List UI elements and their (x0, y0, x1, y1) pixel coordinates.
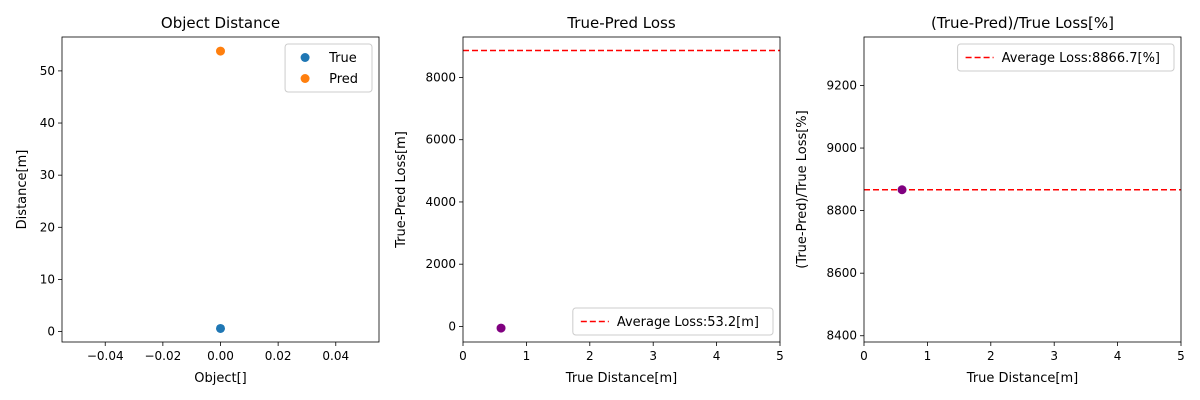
data-point (216, 323, 225, 333)
y-axis-label: (True-Pred)/True Loss[%] (795, 110, 810, 269)
y-tick-label: 10 (40, 272, 55, 286)
x-tick-label: 3 (649, 349, 657, 363)
y-tick-label: 9200 (826, 78, 857, 92)
legend-marker (300, 74, 310, 83)
x-tick-label: 3 (1050, 349, 1058, 363)
chart-3-frame (863, 36, 1182, 343)
legend-label: True (328, 51, 357, 66)
y-tick-label: 4000 (425, 195, 456, 209)
y-tick-label: 0 (448, 319, 456, 333)
legend-label: Average Loss:8866.7[%] (1002, 51, 1160, 66)
x-tick-label: 1 (924, 349, 932, 363)
y-tick-label: 2000 (425, 257, 456, 271)
x-tick-label: 0.02 (265, 349, 292, 363)
y-axis-label: True-Pred Loss[m] (394, 131, 409, 249)
legend: Average Loss:53.2[m] (572, 307, 774, 336)
data-point (496, 323, 506, 333)
x-axis-label: True Distance[m] (565, 371, 677, 386)
data-point (216, 46, 225, 56)
y-tick-label: 50 (40, 64, 55, 78)
y-tick-label: 8800 (826, 204, 857, 218)
x-tick-label: 5 (1177, 349, 1185, 363)
y-tick-label: 30 (40, 168, 55, 182)
legend-label: Average Loss:53.2[m] (617, 315, 759, 330)
chart-3: (True-Pred)/True Loss[%] 0 1 2 3 4 5 8400 8600 88… (795, 14, 1185, 386)
chart-1-title: Object Distance (161, 14, 280, 32)
x-tick-label: 2 (987, 349, 995, 363)
chart-3-plot-area (864, 185, 1181, 195)
chart-2-title: True-Pred Loss (566, 14, 675, 32)
y-tick-label: 20 (40, 220, 55, 234)
x-tick-label: 2 (586, 349, 594, 363)
legend-box (957, 43, 1175, 72)
legend-label: Pred (329, 72, 358, 87)
x-tick-label: 1 (523, 349, 531, 363)
chart-1-plot-area (216, 46, 225, 333)
x-tick-label: 0 (860, 349, 868, 363)
legend: True Pred (284, 43, 373, 93)
x-tick-label: −0.02 (144, 349, 181, 363)
x-tick-label: 0.00 (207, 349, 234, 363)
x-tick-label: 5 (776, 349, 784, 363)
x-tick-label: 4 (1114, 349, 1122, 363)
y-tick-label: 9000 (826, 141, 857, 155)
chart-3-title: (True-Pred)/True Loss[%] (931, 14, 1114, 32)
data-point (897, 185, 907, 195)
y-tick-label: 8600 (826, 266, 857, 280)
x-tick-label: 0.04 (322, 349, 349, 363)
x-tick-label: −0.04 (87, 349, 124, 363)
y-axis-label: Distance[m] (15, 150, 30, 230)
chart-2-frame (462, 36, 781, 343)
chart-2: True-Pred Loss 0 1 2 3 4 5 0 2000 4000 6000 8000 Tru… (394, 14, 784, 386)
x-tick-label: 0 (459, 349, 467, 363)
legend: Average Loss:8866.7[%] (957, 43, 1175, 72)
y-tick-label: 8400 (826, 329, 857, 343)
y-tick-label: 6000 (425, 133, 456, 147)
legend-marker (300, 53, 310, 62)
y-tick-label: 8000 (425, 70, 456, 84)
y-tick-label: 40 (40, 116, 55, 130)
x-axis-label: Object[] (194, 371, 246, 386)
chart-2-plot-area (463, 49, 780, 333)
chart-1: Object Distance −0.04 −0.02 0.00 0.02 0.04 0 10… (15, 14, 380, 386)
x-tick-label: 4 (713, 349, 721, 363)
x-axis-label: True Distance[m] (966, 371, 1078, 386)
legend-box (572, 307, 774, 336)
y-tick-label: 0 (47, 325, 55, 339)
chart-1-frame (61, 36, 380, 343)
